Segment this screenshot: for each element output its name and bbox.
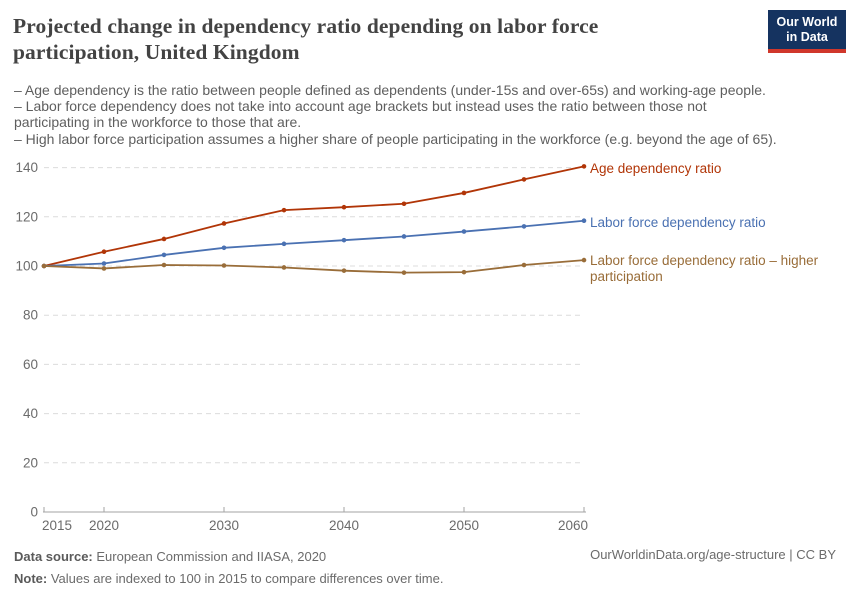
subtitle-line-2: – Labor force dependency does not take i… [14, 98, 707, 115]
footer-datasource-label: Data source: [14, 549, 93, 564]
svg-text:2020: 2020 [89, 518, 119, 533]
page-title: Projected change in dependency ratio dep… [13, 13, 733, 65]
footer-datasource: Data source: European Commission and IIA… [14, 546, 443, 568]
svg-text:0: 0 [30, 505, 38, 520]
svg-text:140: 140 [15, 160, 38, 175]
svg-text:2060: 2060 [558, 518, 588, 533]
subtitle-line-1: – Age dependency is the ratio between pe… [14, 82, 766, 98]
page-title-line2: participation, United Kingdom [13, 40, 300, 64]
series-label-labor-force-dependency-ratio[interactable]: Labor force dependency ratio [590, 215, 766, 230]
subtitle-line-4: – High labor force participation assumes… [14, 130, 777, 147]
series-label-age-dependency-ratio[interactable]: Age dependency ratio [590, 161, 722, 176]
svg-text:100: 100 [15, 259, 38, 274]
footer-note-label: Note: [14, 570, 48, 586]
svg-text:80: 80 [23, 308, 38, 323]
page-title-line1: Projected change in dependency ratio dep… [13, 14, 599, 38]
svg-text:120: 120 [15, 209, 38, 224]
owid-logo-line1: Our World [776, 14, 838, 29]
footer-datasource-text: European Commission and IIASA, 2020 [92, 549, 327, 564]
subtitle-line-3: participating in the workforce to those … [14, 114, 302, 131]
svg-text:60: 60 [23, 357, 38, 372]
owid-logo[interactable]: Our World in Data [768, 10, 846, 53]
chart-subtitle: – Age dependency is the ratio between pe… [14, 82, 842, 147]
svg-text:2015: 2015 [42, 518, 72, 533]
footer-link[interactable]: OurWorldinData.org/age-structure | CC BY [590, 547, 836, 562]
series-label-labor-force-dependency-ratio-higher-participation[interactable]: Labor force dependency ratio – higher pa… [590, 253, 819, 284]
footer-note: Note: Values are indexed to 100 in 2015 … [14, 568, 443, 590]
svg-text:2050: 2050 [449, 518, 479, 533]
svg-text:2040: 2040 [329, 518, 359, 533]
footer-note-text: Values are indexed to 100 in 2015 to com… [47, 570, 444, 586]
svg-text:40: 40 [23, 406, 38, 421]
svg-text:2030: 2030 [209, 518, 239, 533]
footer-left: Data source: European Commission and IIA… [14, 546, 443, 589]
svg-text:20: 20 [23, 455, 38, 470]
owid-logo-line2: in Data [786, 29, 828, 44]
